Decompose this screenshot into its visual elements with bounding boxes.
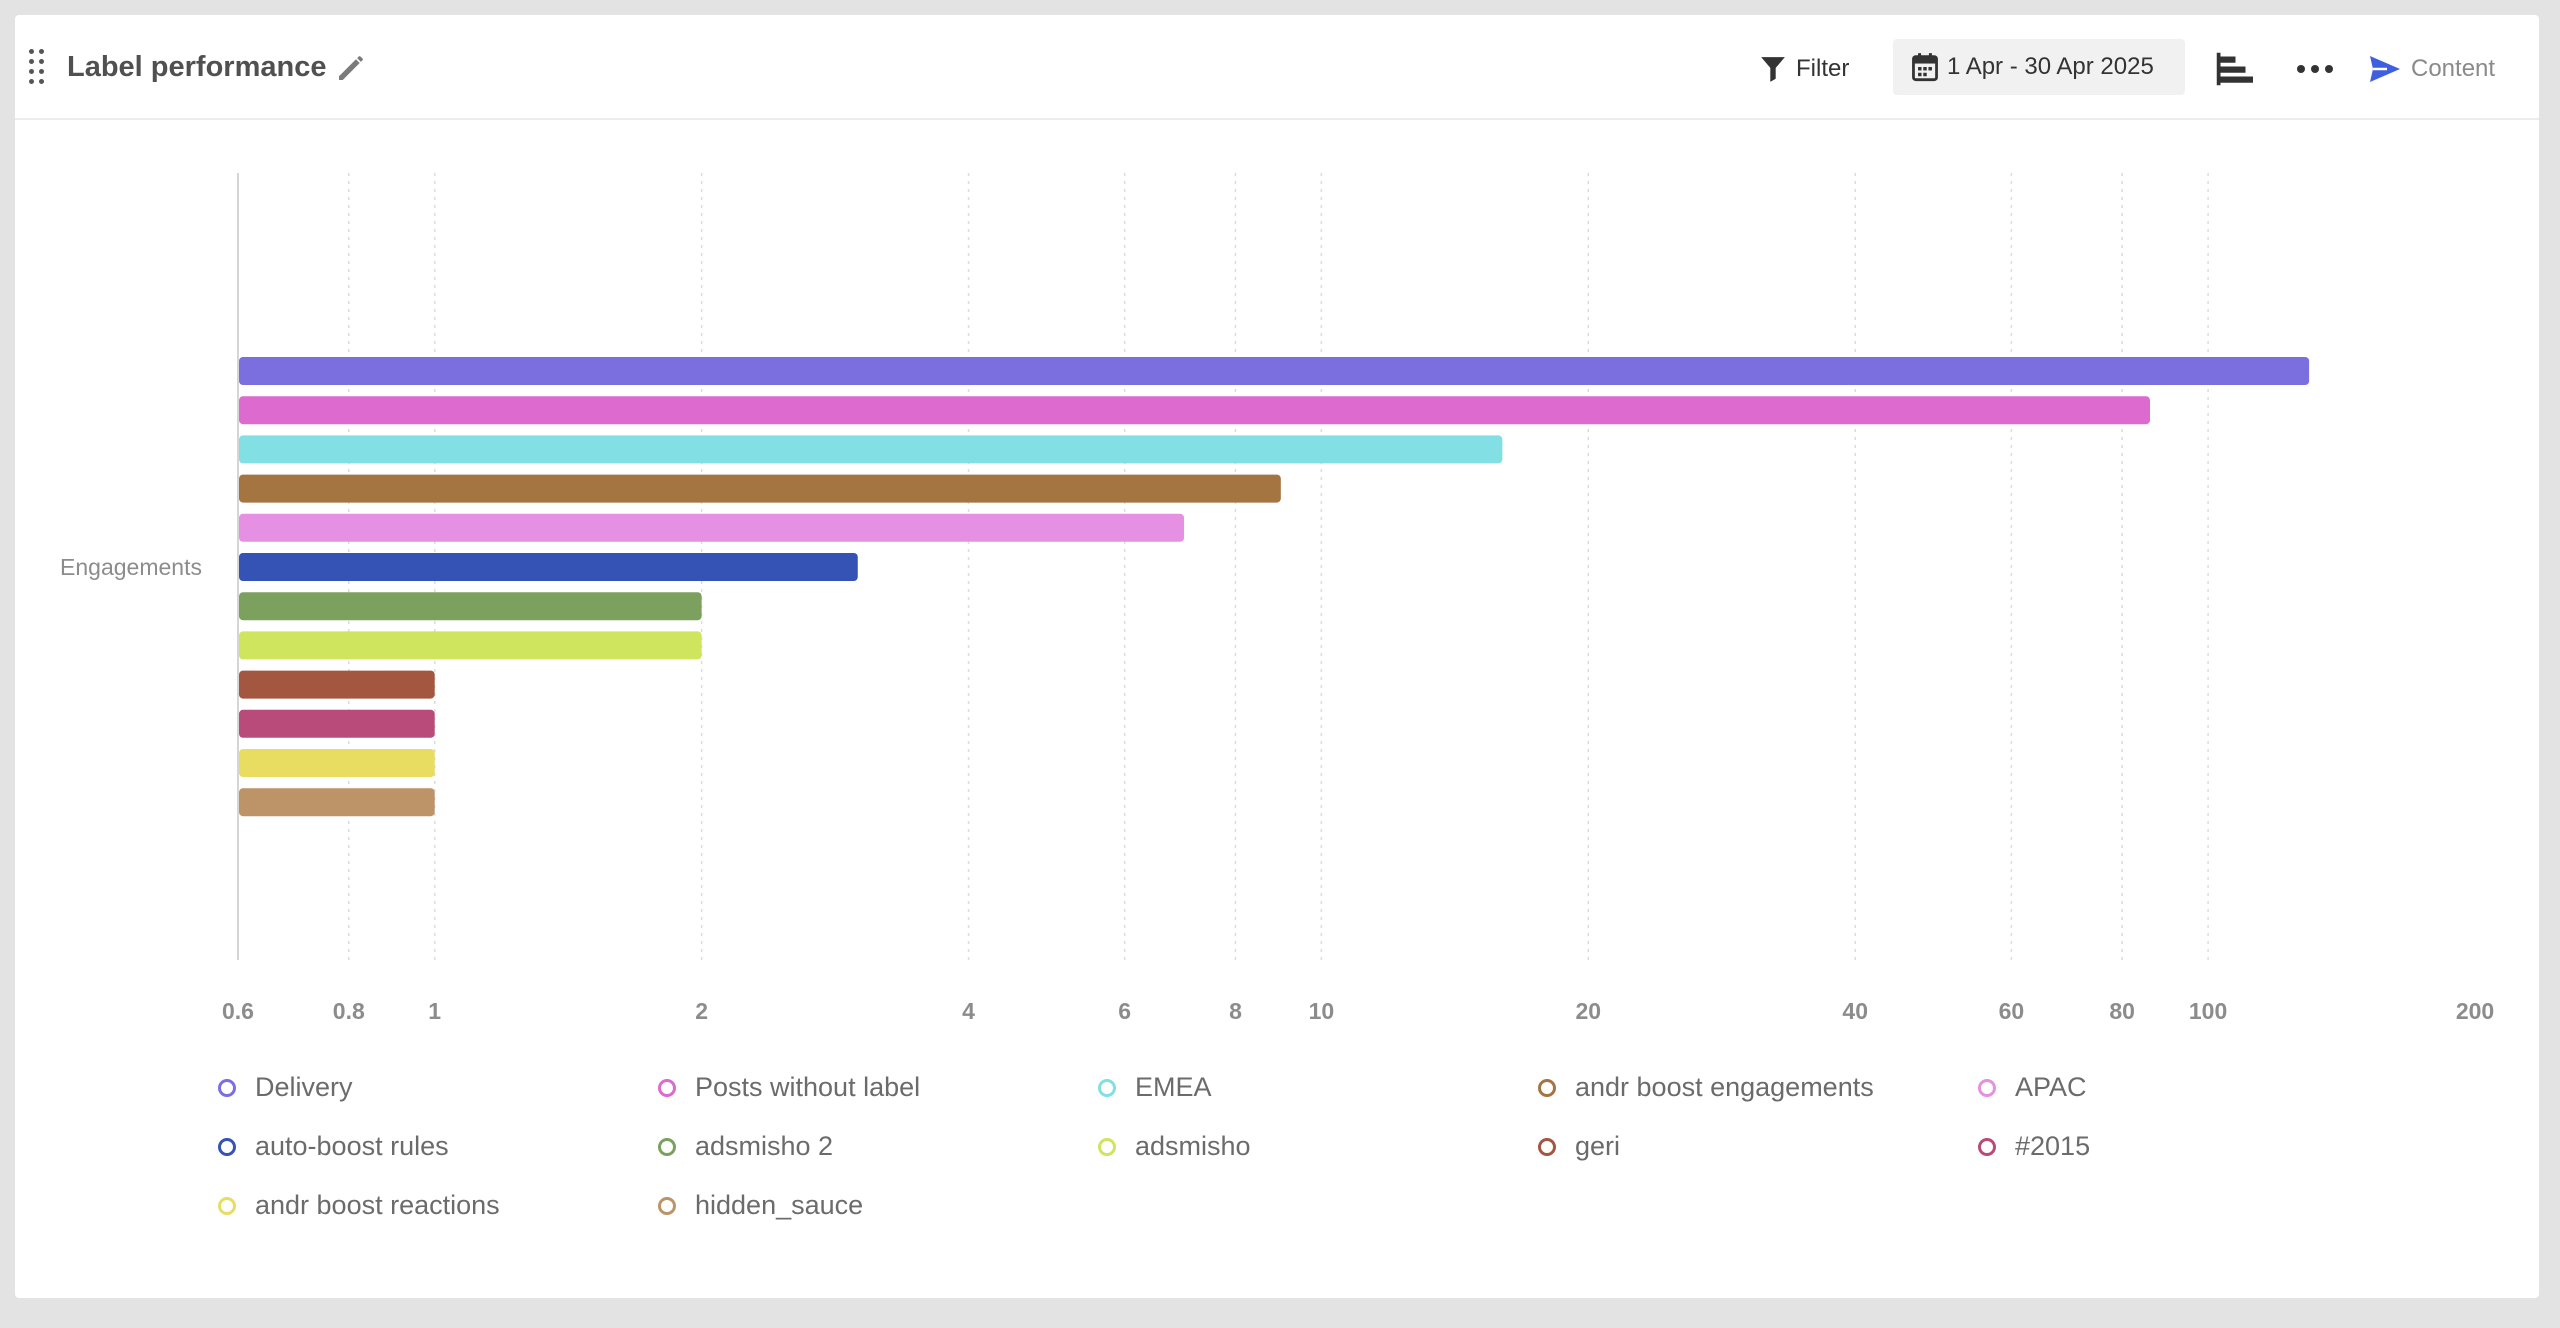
legend-item[interactable]: hidden_sauce (640, 1176, 1080, 1235)
legend-marker-icon (218, 1078, 236, 1097)
filter-button[interactable]: Filter (1760, 51, 1849, 87)
send-icon (2370, 56, 2400, 82)
x-tick-label: 0.6 (222, 998, 254, 1024)
legend-label: geri (1575, 1131, 1621, 1161)
legend-marker-icon (1538, 1078, 1556, 1097)
legend-item[interactable]: geri (1520, 1117, 1960, 1176)
legend-marker-icon (1978, 1078, 1996, 1097)
x-tick-label: 80 (2109, 998, 2135, 1024)
legend-marker-icon (658, 1137, 676, 1156)
legend-item[interactable]: Delivery (200, 1058, 640, 1117)
bar[interactable] (239, 513, 1185, 542)
bar[interactable] (239, 749, 435, 777)
legend-marker-icon (1538, 1137, 1556, 1156)
x-tick-label: 40 (1842, 998, 1868, 1024)
legend-item[interactable]: andr boost reactions (200, 1176, 640, 1235)
legend-item[interactable]: adsmisho 2 (640, 1117, 1080, 1176)
bar[interactable] (239, 631, 702, 660)
legend-label: Posts without label (695, 1072, 921, 1102)
legend-label: auto-boost rules (255, 1131, 449, 1161)
bar-chart-icon[interactable] (2213, 49, 2253, 89)
x-tick-label: 200 (2456, 998, 2494, 1024)
bar[interactable] (239, 709, 435, 738)
legend-marker-icon (1098, 1078, 1116, 1097)
content-label: Content (2411, 55, 2496, 82)
funnel-icon (1761, 57, 1785, 82)
x-tick-label: 100 (2189, 998, 2227, 1024)
legend-marker-icon (1978, 1137, 1996, 1156)
x-tick-label: 4 (962, 998, 975, 1024)
calendar-icon (1912, 53, 1938, 82)
x-tick-label: 2 (695, 998, 708, 1024)
x-tick-label: 6 (1118, 998, 1131, 1024)
legend-item[interactable]: #2015 (1960, 1117, 2400, 1176)
x-tick-label: 0.8 (333, 998, 365, 1024)
label-performance-chart: 0.6 0.8 1 2 4 6 8 10 20 40 60 80 100 200 Engagements (60, 173, 2494, 1024)
legend-item[interactable]: APAC (1960, 1058, 2400, 1117)
bar[interactable] (239, 788, 435, 817)
widget-title: Label performance (67, 51, 327, 83)
pencil-icon[interactable] (333, 50, 369, 86)
legend-item[interactable]: Posts without label (640, 1058, 1080, 1117)
card-header: Label performance Filter 1 Ap (15, 15, 2539, 120)
legend-label: andr boost reactions (255, 1190, 500, 1220)
date-range-label: 1 Apr - 30 Apr 2025 (1947, 53, 2154, 80)
legend-marker-icon (658, 1196, 676, 1215)
bar[interactable] (239, 553, 858, 581)
legend-item[interactable]: auto-boost rules (200, 1117, 640, 1176)
chart-legend: Delivery Posts without label EMEA andr boos… (200, 1058, 2500, 1235)
legend-label: andr boost engagements (1575, 1072, 1874, 1102)
more-dots-icon[interactable] (2293, 49, 2337, 89)
legend-label: #2015 (2015, 1131, 2091, 1161)
content-button[interactable]: Content (2369, 51, 2495, 87)
legend-marker-icon (658, 1078, 676, 1097)
x-tick-label: 1 (428, 998, 441, 1024)
x-tick-label: 60 (1999, 998, 2025, 1024)
bar[interactable] (239, 357, 2310, 385)
legend-item[interactable]: andr boost engagements (1520, 1058, 1960, 1117)
legend-marker-icon (1098, 1137, 1116, 1156)
drag-handle-icon[interactable] (29, 49, 45, 89)
legend-marker-icon (218, 1137, 236, 1156)
bar[interactable] (239, 435, 1503, 464)
legend-label: hidden_sauce (695, 1190, 864, 1220)
legend-marker-icon (218, 1196, 236, 1215)
label-performance-card: Label performance Filter 1 Ap (15, 15, 2539, 1298)
bar[interactable] (239, 670, 435, 699)
y-axis-label: Engagements (60, 554, 202, 580)
filter-label: Filter (1796, 55, 1850, 82)
bar[interactable] (239, 474, 1281, 503)
x-tick-label: 10 (1309, 998, 1335, 1024)
bar[interactable] (239, 592, 702, 621)
legend-label: adsmisho (1135, 1131, 1251, 1161)
legend-label: Delivery (255, 1072, 353, 1102)
date-range-picker[interactable]: 1 Apr - 30 Apr 2025 (1893, 39, 2185, 95)
legend-label: APAC (2015, 1072, 2087, 1102)
legend-label: adsmisho 2 (695, 1131, 834, 1161)
legend-item[interactable]: EMEA (1080, 1058, 1520, 1117)
x-tick-label: 8 (1229, 998, 1242, 1024)
bar[interactable] (239, 396, 2151, 425)
legend-label: EMEA (1135, 1072, 1212, 1102)
x-tick-label: 20 (1576, 998, 1602, 1024)
legend-item[interactable]: adsmisho (1080, 1117, 1520, 1176)
